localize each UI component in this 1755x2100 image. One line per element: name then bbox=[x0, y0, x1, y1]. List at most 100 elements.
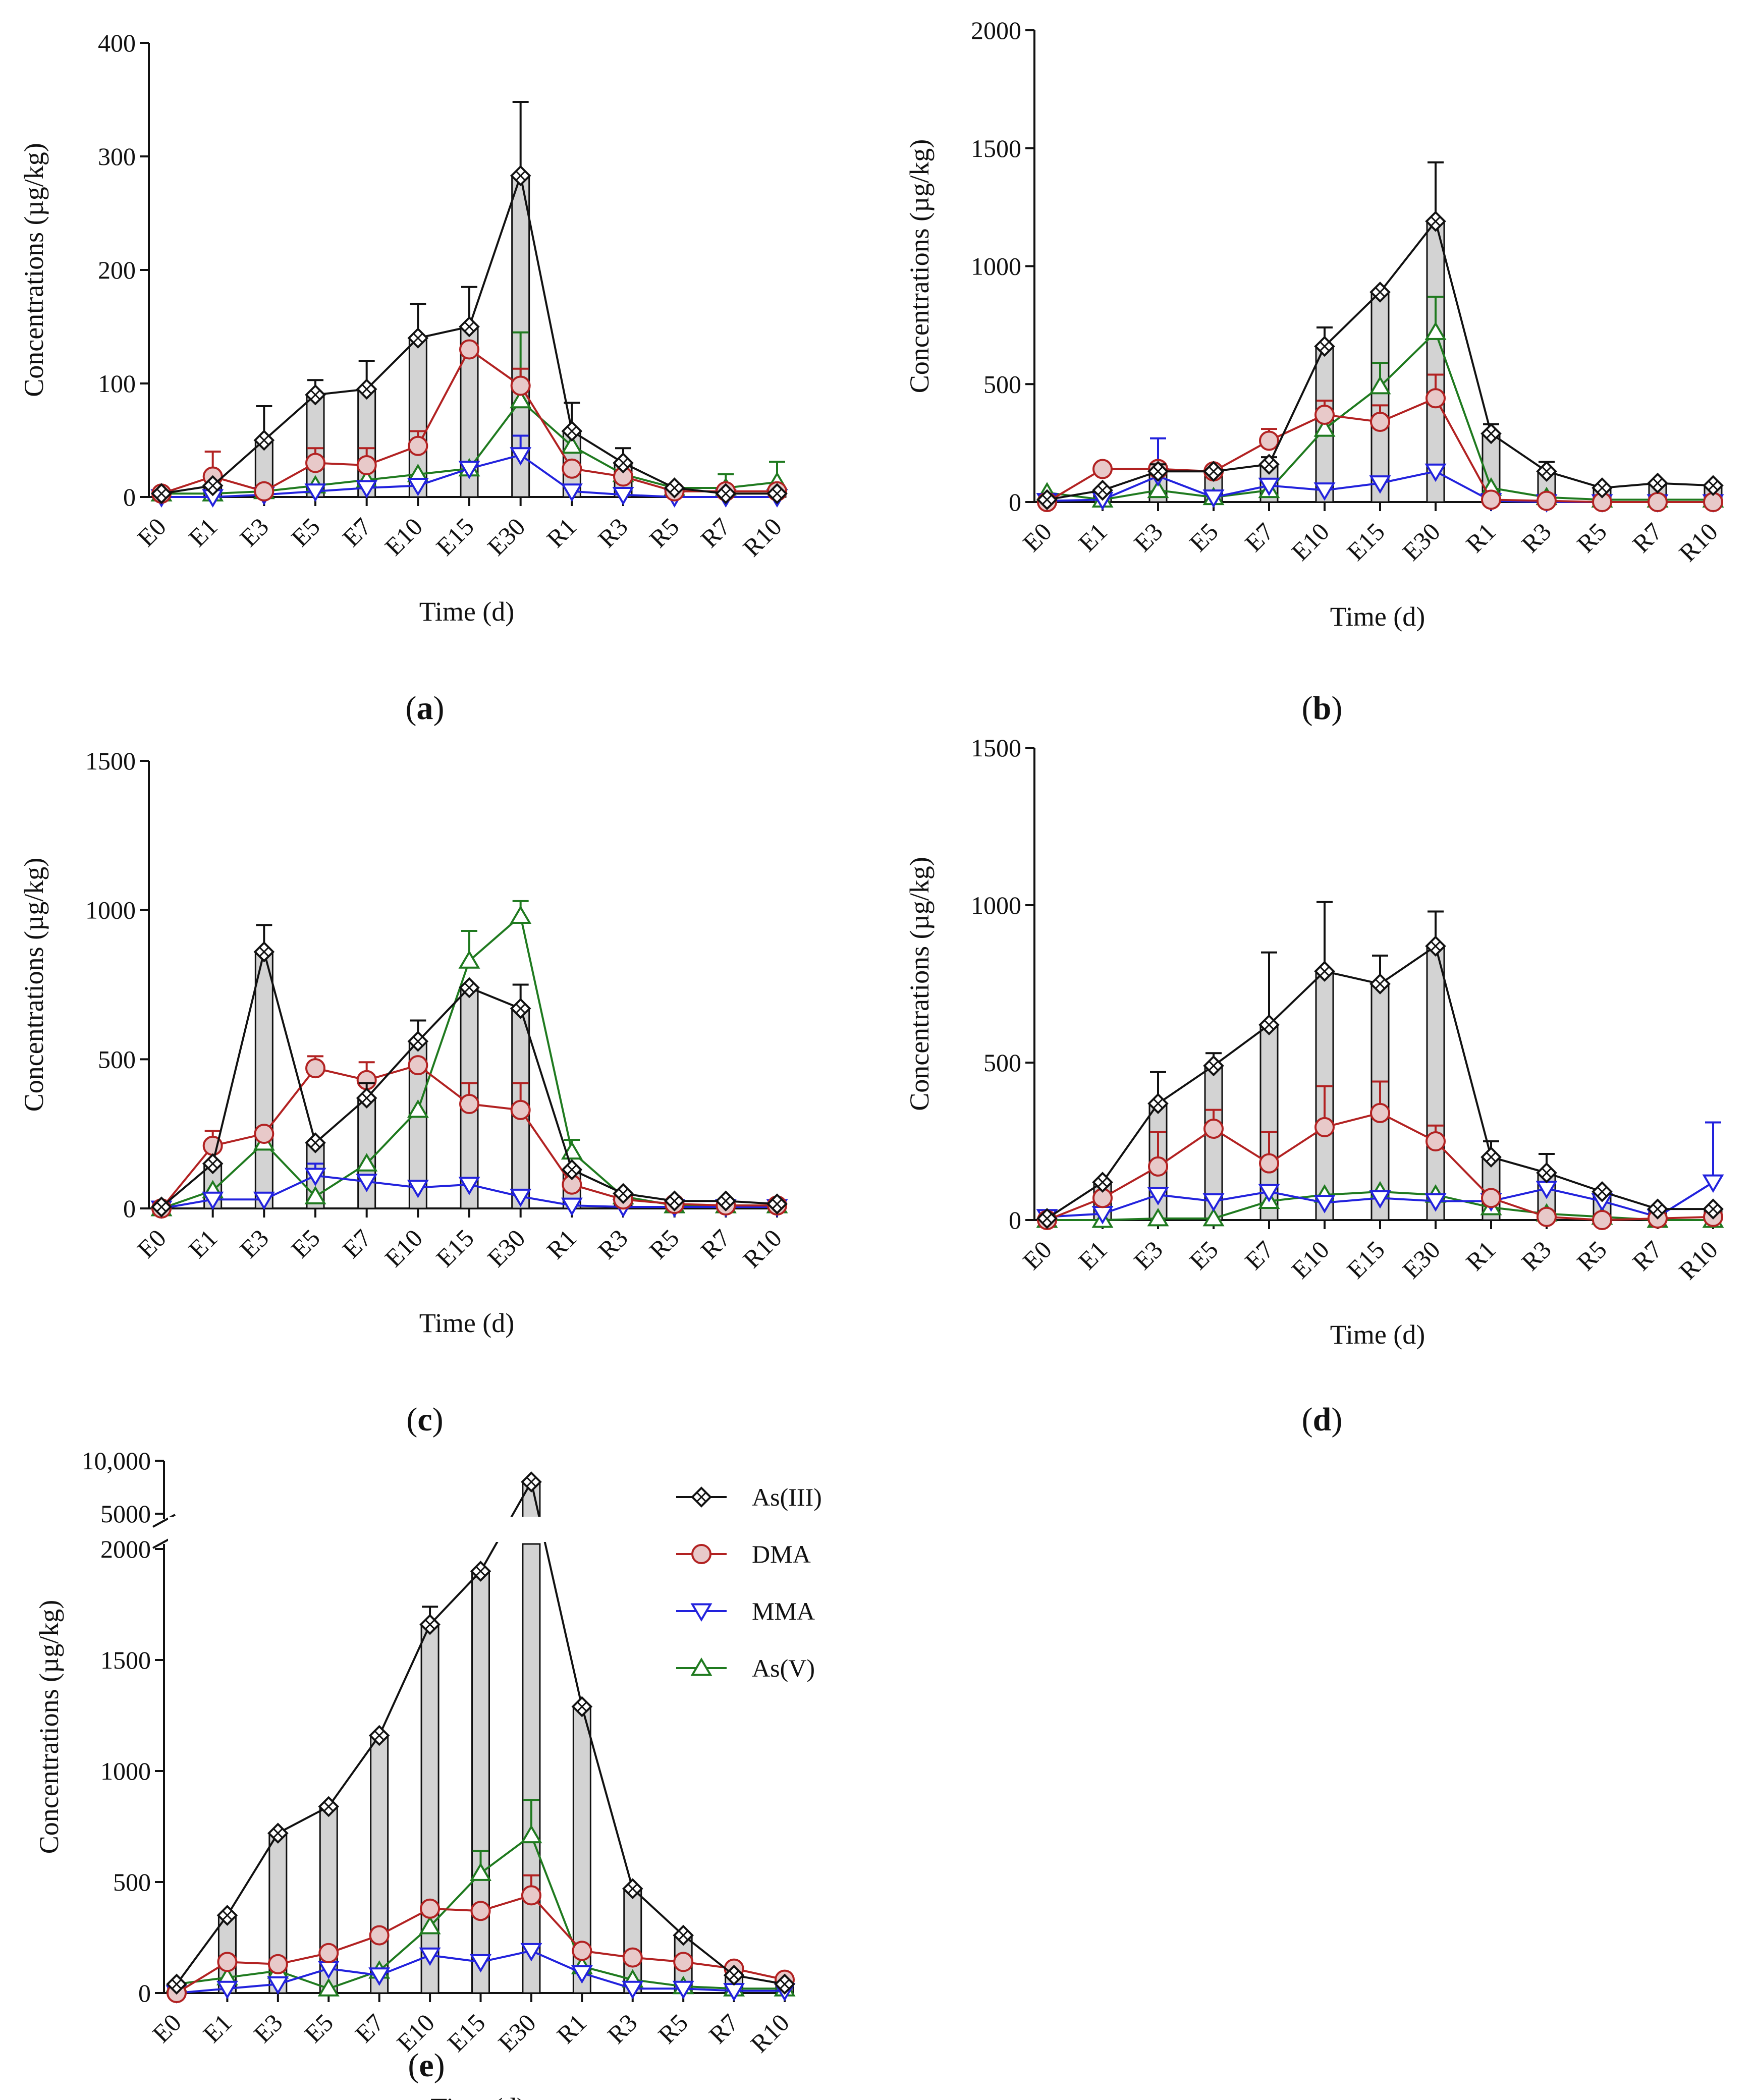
panel-label: (e) bbox=[408, 2047, 445, 2084]
point-mma bbox=[510, 1188, 532, 1207]
point-dma bbox=[1481, 1188, 1501, 1208]
point-asiii-cross-b bbox=[1153, 1098, 1164, 1109]
point-asv bbox=[304, 1186, 326, 1204]
x-tick-label: R3 bbox=[592, 512, 633, 553]
point-dma bbox=[254, 1124, 275, 1144]
y-tick-label: 500 bbox=[113, 1868, 151, 1896]
point-asiii-cross-b bbox=[1208, 1061, 1219, 1071]
axis-break-gap bbox=[168, 1517, 796, 1542]
x-tick-label: E5 bbox=[1184, 1235, 1224, 1275]
x-tick-label: R5 bbox=[1571, 1235, 1612, 1276]
y-axis-title: Concentrations (µg/kg) bbox=[904, 857, 935, 1111]
point-asiii-cross-b bbox=[678, 1930, 689, 1941]
point-asiii-cross-b bbox=[259, 947, 269, 957]
point-asiii bbox=[521, 1471, 542, 1493]
point-dma bbox=[510, 375, 531, 396]
point-asv bbox=[1369, 375, 1391, 395]
point-mma bbox=[470, 1954, 491, 1973]
point-mma bbox=[1258, 477, 1280, 496]
point-asiii bbox=[1592, 1181, 1613, 1202]
y-axis-title: Concentrations (µg/kg) bbox=[904, 139, 935, 394]
x-tick-label: R10 bbox=[1673, 1235, 1723, 1285]
point-asv bbox=[510, 390, 532, 409]
point-asiii-cross-b bbox=[729, 1970, 739, 1980]
point-dma bbox=[510, 1099, 531, 1120]
panel-label: (b) bbox=[1302, 690, 1343, 727]
panel-a: 0 100 200 300 400 Concentrations (µg/kg) E0 E1 E… bbox=[19, 29, 788, 727]
y-tick-label: 1000 bbox=[971, 891, 1021, 919]
point-dma bbox=[1537, 1206, 1557, 1227]
point-dma bbox=[1370, 1102, 1390, 1123]
panel-b: 0 500 1000 1500 2000 Concentrations (µg/kg) E0… bbox=[904, 16, 1724, 727]
point-asiii-cross-b bbox=[1153, 466, 1164, 477]
point-dma bbox=[1259, 1153, 1279, 1174]
legend-item-asv: As(V) bbox=[676, 1654, 815, 1682]
x-tick-label: E30 bbox=[482, 512, 531, 561]
y-tick-label: 0 bbox=[1009, 488, 1021, 516]
point-asiii-cross-b bbox=[515, 171, 526, 181]
point-mma bbox=[1313, 1195, 1336, 1213]
legend-marker-asiii-cross-b bbox=[696, 1491, 707, 1503]
point-mma bbox=[510, 447, 532, 466]
x-tick-label: E10 bbox=[1286, 517, 1335, 566]
point-asiii bbox=[1258, 454, 1280, 475]
x-tick-label: E1 bbox=[183, 1224, 223, 1263]
point-asv bbox=[1202, 1207, 1225, 1227]
x-axis-title: Time (d) bbox=[419, 1308, 515, 1338]
point-asiii bbox=[1147, 461, 1169, 482]
point-dma bbox=[1481, 489, 1501, 510]
point-mma bbox=[407, 1180, 429, 1198]
legend: As(III) DMA MMA As(V) bbox=[676, 1483, 822, 1682]
point-asiii-cross-b bbox=[1264, 1020, 1275, 1030]
point-asiii bbox=[356, 378, 377, 400]
point-asiii bbox=[305, 1132, 326, 1153]
point-asiii bbox=[561, 1159, 583, 1180]
panel-label: (c) bbox=[406, 1401, 443, 1438]
point-asiii bbox=[1480, 423, 1502, 445]
point-asv bbox=[561, 435, 583, 454]
point-asiii-cross-b bbox=[272, 1828, 283, 1839]
x-tick-label: R3 bbox=[1516, 1235, 1557, 1276]
point-asiii-cross-b bbox=[526, 1476, 536, 1487]
point-dma bbox=[267, 1954, 288, 1974]
point-mma bbox=[356, 1174, 378, 1192]
x-tick-label: E15 bbox=[442, 2008, 491, 2057]
point-asv bbox=[407, 1099, 429, 1118]
x-tick-label: R7 bbox=[695, 1224, 736, 1264]
y-tick-label: 500 bbox=[983, 1048, 1021, 1077]
y-tick-label: 0 bbox=[138, 1979, 151, 2007]
point-asiii bbox=[613, 1183, 634, 1204]
y-tick-label: 1000 bbox=[85, 896, 136, 924]
x-tick-label: E7 bbox=[350, 2008, 390, 2048]
y-tick-label: 100 bbox=[98, 369, 136, 398]
x-tick-label: R10 bbox=[1673, 517, 1723, 567]
point-asiii-cross-b bbox=[1041, 1213, 1053, 1224]
bar-as3 bbox=[370, 1735, 389, 1994]
x-tick-label: E1 bbox=[1073, 517, 1113, 557]
point-asiii bbox=[305, 384, 326, 406]
point-dma bbox=[521, 1885, 541, 1906]
point-asiii-cross-b bbox=[1708, 1204, 1719, 1214]
panel-c: 0 500 1000 1500 Concentrations (µg/kg) E0 E1 E3… bbox=[19, 747, 788, 1438]
point-asiii-cross-b bbox=[669, 1196, 680, 1206]
point-mma bbox=[1369, 1190, 1391, 1209]
point-asiii bbox=[774, 1973, 795, 1995]
panel-label: (a) bbox=[406, 690, 445, 727]
panel-label: (d) bbox=[1302, 1401, 1343, 1438]
point-asiii-cross-b bbox=[464, 321, 475, 332]
point-asiii bbox=[356, 1087, 377, 1109]
x-tick-label: E1 bbox=[183, 512, 223, 552]
x-tick-label: E0 bbox=[1017, 517, 1057, 557]
point-mma bbox=[672, 1980, 694, 2000]
point-asiii bbox=[1147, 1093, 1169, 1114]
x-tick-label: E30 bbox=[482, 1224, 531, 1273]
point-asiii bbox=[1314, 961, 1335, 982]
point-asiii-cross-b bbox=[475, 1566, 486, 1577]
point-asv bbox=[1147, 1207, 1169, 1227]
point-dma bbox=[459, 1094, 479, 1115]
x-tick-label: E10 bbox=[1286, 1235, 1335, 1284]
point-asiii bbox=[715, 1190, 737, 1212]
point-mma bbox=[356, 480, 378, 499]
x-tick-label: R3 bbox=[1516, 517, 1557, 558]
point-asiii-cross-b bbox=[222, 1910, 233, 1921]
